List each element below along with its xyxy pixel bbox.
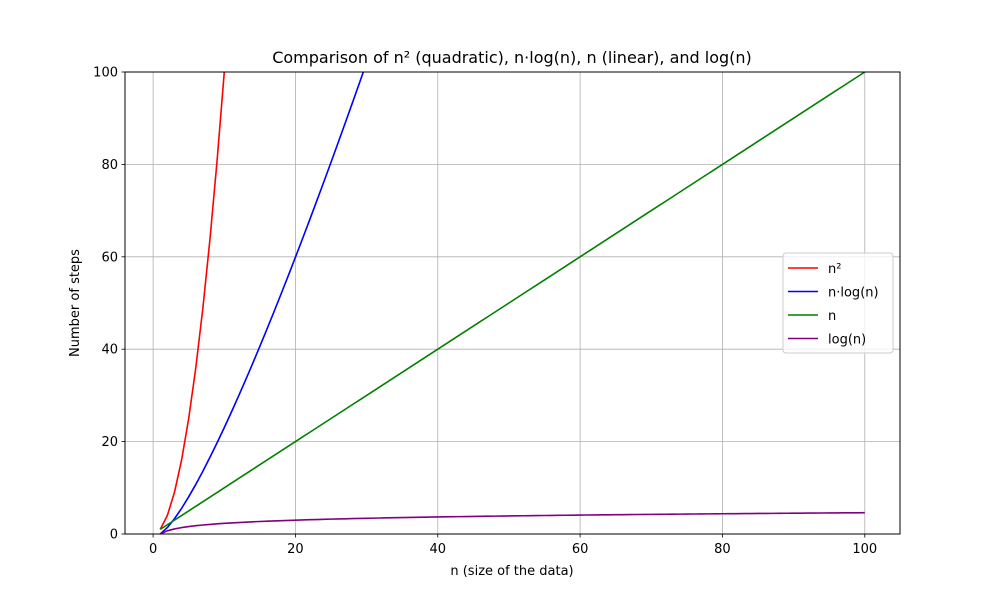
- legend-label-1: n·log(n): [828, 286, 879, 301]
- legend-label-3: log(n): [828, 333, 866, 348]
- series-line-0: [159, 72, 226, 530]
- legend-label-2: n: [828, 309, 836, 324]
- x-tick-label: 20: [287, 542, 304, 557]
- y-tick-label: 40: [101, 343, 118, 358]
- y-axis-label: Number of steps: [68, 249, 83, 357]
- chart-title: Comparison of n² (quadratic), n·log(n), …: [272, 48, 752, 67]
- x-axis-label: n (size of the data): [450, 564, 573, 579]
- y-tick-label: 20: [101, 435, 118, 450]
- plot-frame: [124, 71, 901, 535]
- y-tick-label: 60: [101, 250, 118, 265]
- y-tick-label: 100: [93, 66, 118, 81]
- x-tick-label: 0: [149, 542, 157, 557]
- x-tick-label: 40: [430, 542, 447, 557]
- y-tick-label: 0: [110, 528, 118, 543]
- series-line-2: [159, 72, 866, 531]
- series-lines: [159, 72, 866, 534]
- x-tick-label: 100: [852, 542, 877, 557]
- y-tick-label: 80: [101, 158, 118, 173]
- ticks: 0 20 40 60 80 100 0 20 40 60 80 100: [93, 66, 877, 558]
- x-tick-label: 60: [572, 542, 589, 557]
- series-line-3: [159, 511, 865, 534]
- legend: n² n·log(n) n log(n): [782, 252, 894, 354]
- x-tick-label: 80: [714, 542, 731, 557]
- legend-label-0: n²: [828, 262, 841, 277]
- legend-box: [782, 252, 894, 354]
- series-line-1: [159, 72, 365, 534]
